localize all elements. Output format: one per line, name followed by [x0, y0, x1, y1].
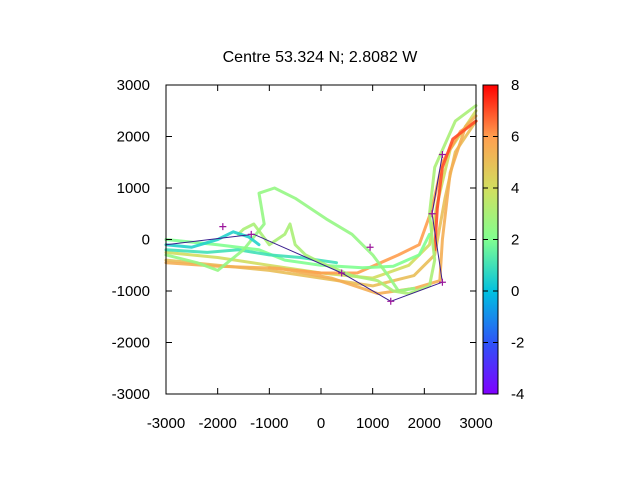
y-tick-label: 2000 — [117, 129, 150, 146]
y-tick-label: -1000 — [112, 283, 150, 300]
chart-title: Centre 53.324 N; 2.8082 W — [223, 49, 419, 66]
track-line-7 — [164, 248, 338, 265]
colorbar-tick-label: 0 — [511, 283, 519, 300]
colorbar-tick-label: 2 — [511, 232, 519, 249]
route-marker-2 — [247, 230, 255, 238]
track-line-8 — [164, 186, 416, 293]
route-marker-3 — [338, 269, 346, 277]
colorbar-tick-label: -4 — [511, 386, 524, 403]
x-tick-label: -1000 — [250, 415, 288, 432]
x-tick-label: -2000 — [198, 415, 236, 432]
colorbar-axis: 8 6 4 2 0 -2 -4 — [483, 77, 524, 403]
route-marker-4 — [366, 243, 374, 251]
route-marker-1 — [219, 223, 227, 231]
x-tick-label: 3000 — [459, 415, 492, 432]
x-tick-label: 2000 — [408, 415, 441, 432]
x-tick-label: 0 — [317, 415, 325, 432]
y-tick-label: 0 — [142, 232, 150, 249]
y-axis: 3000 2000 1000 0 -1000 -2000 -3000 — [112, 77, 476, 403]
colorbar-tick-label: -2 — [511, 335, 524, 352]
x-tick-label: -3000 — [147, 415, 185, 432]
route-marker-5 — [387, 297, 395, 305]
y-tick-label: 3000 — [117, 77, 150, 94]
x-axis: -3000 -2000 -1000 0 1000 2000 3000 — [147, 85, 493, 432]
markers-layer — [219, 151, 446, 305]
track-line-5 — [433, 119, 478, 252]
route-marker-8 — [438, 151, 446, 159]
route-marker-6 — [438, 278, 446, 286]
y-tick-label: -2000 — [112, 335, 150, 352]
track-line-6 — [164, 232, 431, 270]
colorbar-tick-label: 4 — [511, 180, 519, 197]
track-line-1 — [164, 109, 478, 280]
y-tick-label: -3000 — [112, 386, 150, 403]
track-line-3 — [267, 119, 478, 275]
track-line-10 — [164, 230, 261, 249]
y-tick-label: 1000 — [117, 180, 150, 197]
route-marker-7 — [428, 210, 436, 218]
colorbar-tick-label: 6 — [511, 129, 519, 146]
colorbar-tick-label: 8 — [511, 77, 519, 94]
tracks-layer — [164, 104, 478, 296]
x-tick-label: 1000 — [356, 415, 389, 432]
